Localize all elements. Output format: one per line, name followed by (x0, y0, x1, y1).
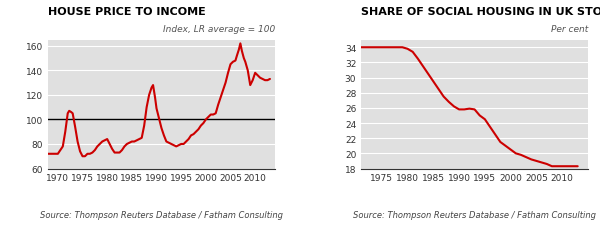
Text: HOUSE PRICE TO INCOME: HOUSE PRICE TO INCOME (48, 7, 206, 17)
Text: Source: Thompson Reuters Database / Fatham Consulting: Source: Thompson Reuters Database / Fath… (353, 210, 596, 219)
Text: SHARE OF SOCIAL HOUSING IN UK STOCK: SHARE OF SOCIAL HOUSING IN UK STOCK (361, 7, 600, 17)
Text: Source: Thompson Reuters Database / Fatham Consulting: Source: Thompson Reuters Database / Fath… (40, 210, 283, 219)
Text: Index, LR average = 100: Index, LR average = 100 (163, 25, 275, 34)
Text: Per cent: Per cent (551, 25, 588, 34)
